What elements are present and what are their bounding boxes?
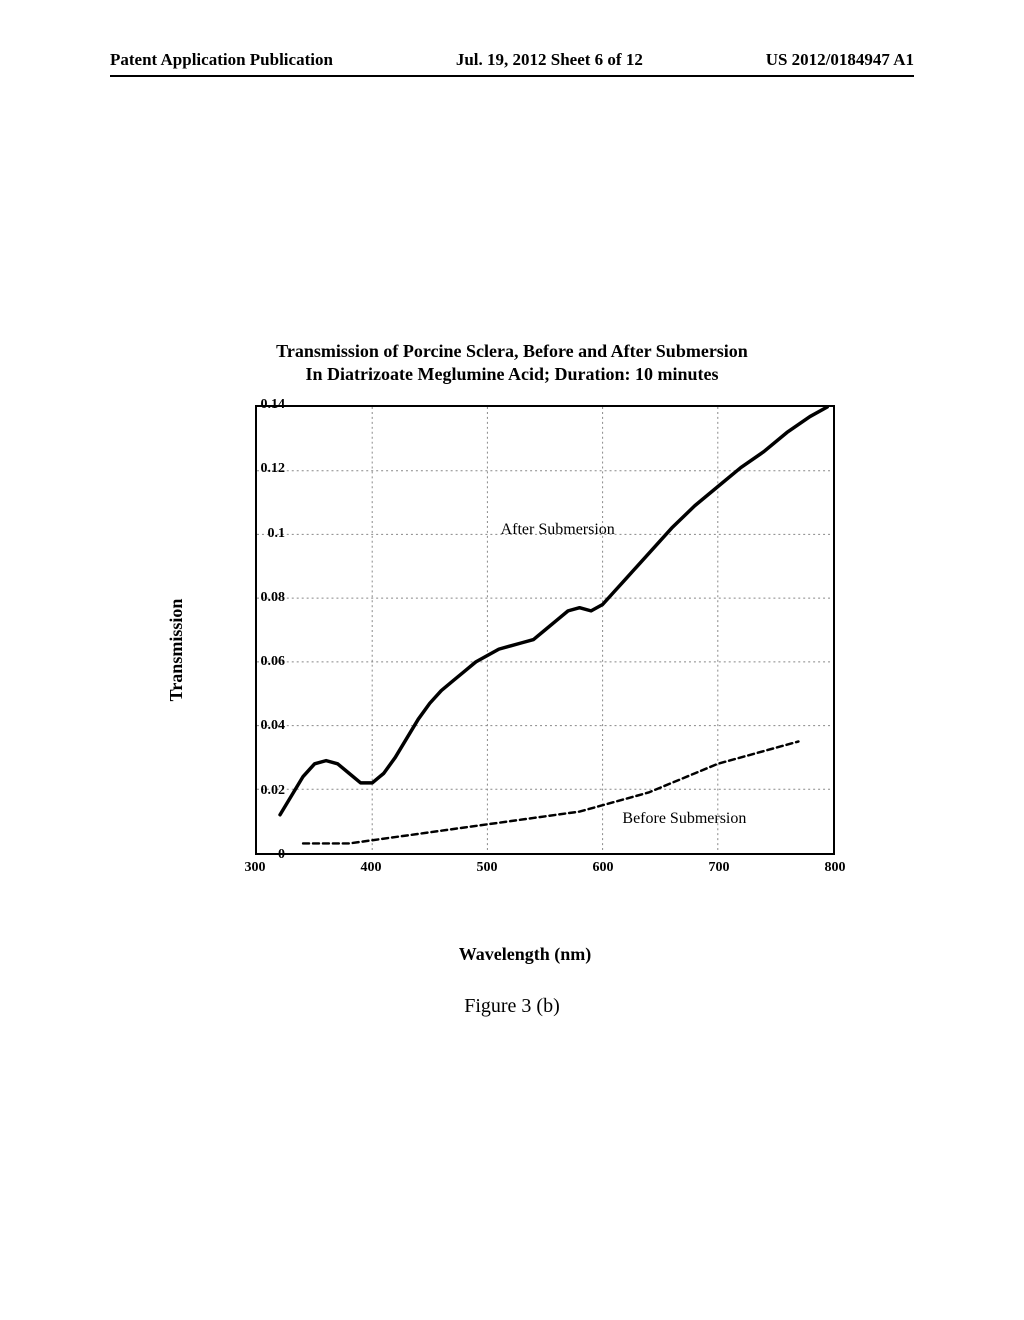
- x-axis-label: Wavelength (nm): [175, 944, 875, 965]
- y-tick-label: 0.08: [235, 590, 285, 606]
- x-tick-label: 300: [235, 860, 275, 876]
- y-tick-label: 0.12: [235, 461, 285, 477]
- y-tick-label: 0.02: [235, 783, 285, 799]
- y-axis-label: Transmission: [166, 599, 187, 702]
- y-tick-label: 0.1: [235, 526, 285, 542]
- after-submersion-line: [280, 407, 827, 815]
- x-tick-label: 500: [467, 860, 507, 876]
- header-right: US 2012/0184947 A1: [766, 50, 914, 70]
- y-tick-label: 0.14: [235, 397, 285, 413]
- x-tick-label: 600: [583, 860, 623, 876]
- page-header: Patent Application Publication Jul. 19, …: [0, 50, 1024, 70]
- chart-title-line1: Transmission of Porcine Sclera, Before a…: [0, 340, 1024, 363]
- header-divider: [110, 75, 914, 77]
- header-center: Jul. 19, 2012 Sheet 6 of 12: [456, 50, 643, 70]
- annotation-before_label: Before Submersion: [622, 810, 746, 828]
- figure-caption: Figure 3 (b): [0, 995, 1024, 1018]
- annotation-after_label: After Submersion: [501, 521, 615, 539]
- chart-svg: [257, 407, 833, 853]
- chart-container: Transmission After SubmersionBefore Subm…: [175, 395, 875, 905]
- x-tick-label: 700: [699, 860, 739, 876]
- chart-title-line2: In Diatrizoate Meglumine Acid; Duration:…: [0, 363, 1024, 386]
- header-left: Patent Application Publication: [110, 50, 333, 70]
- x-tick-label: 400: [351, 860, 391, 876]
- plot-area: After Submersion Before Submersion: [255, 405, 835, 855]
- x-tick-label: 800: [815, 860, 855, 876]
- y-tick-label: 0.04: [235, 718, 285, 734]
- y-tick-label: 0.06: [235, 654, 285, 670]
- chart-title: Transmission of Porcine Sclera, Before a…: [0, 340, 1024, 387]
